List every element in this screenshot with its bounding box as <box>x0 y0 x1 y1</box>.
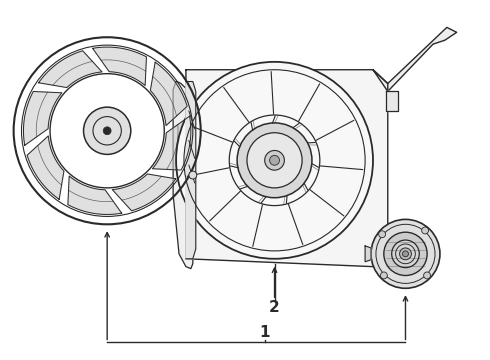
Circle shape <box>237 123 312 198</box>
Circle shape <box>399 248 412 260</box>
Polygon shape <box>186 82 196 259</box>
Polygon shape <box>386 91 397 111</box>
Polygon shape <box>365 246 371 262</box>
Polygon shape <box>27 136 64 199</box>
Circle shape <box>422 227 429 234</box>
Circle shape <box>265 150 284 170</box>
Text: 2: 2 <box>269 301 280 315</box>
Polygon shape <box>24 91 62 145</box>
Polygon shape <box>68 176 122 215</box>
Circle shape <box>379 231 386 238</box>
Circle shape <box>380 272 388 279</box>
Polygon shape <box>152 116 191 170</box>
Polygon shape <box>173 82 193 269</box>
Polygon shape <box>39 51 102 87</box>
Circle shape <box>392 240 419 267</box>
Circle shape <box>83 107 131 154</box>
Polygon shape <box>186 70 388 267</box>
Polygon shape <box>112 174 176 211</box>
Circle shape <box>402 251 409 257</box>
Polygon shape <box>93 47 147 86</box>
Circle shape <box>424 272 431 279</box>
Circle shape <box>270 156 279 165</box>
Circle shape <box>176 62 373 259</box>
Text: 1: 1 <box>259 325 270 340</box>
Circle shape <box>371 219 440 288</box>
Circle shape <box>384 232 427 275</box>
Circle shape <box>189 171 197 179</box>
Circle shape <box>247 133 302 188</box>
Circle shape <box>103 127 111 135</box>
Polygon shape <box>373 27 457 91</box>
Polygon shape <box>150 62 187 126</box>
